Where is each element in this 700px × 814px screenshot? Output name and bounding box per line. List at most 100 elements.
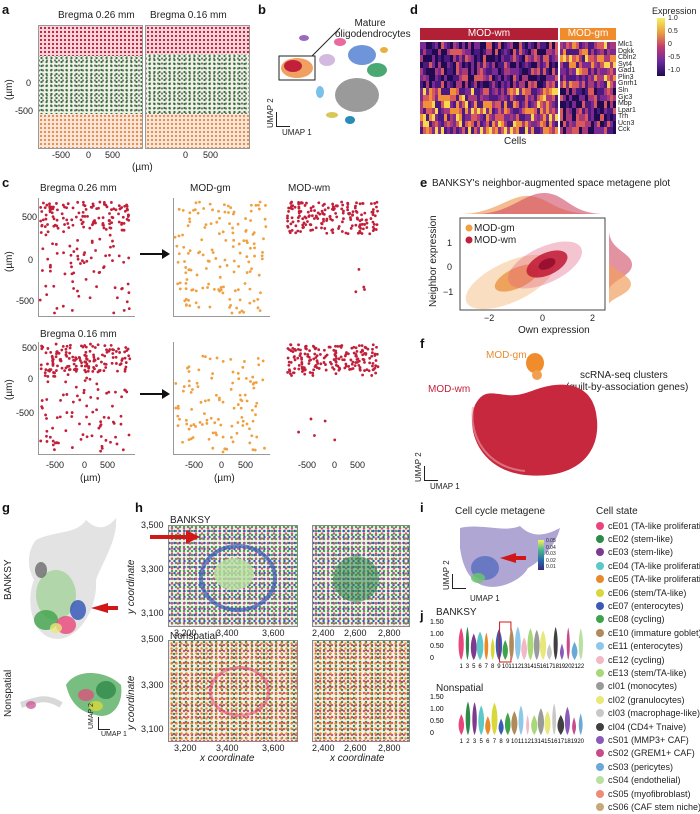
legend-label: cE01 (TA-like proliferation)	[608, 520, 700, 531]
heatmap-cell	[555, 127, 559, 135]
heatmap-cell	[588, 55, 592, 62]
wm-cell	[82, 261, 86, 265]
heatmap-cell	[438, 101, 442, 108]
heatmap-cell	[537, 107, 541, 115]
colorbar-title: Expression	[652, 6, 697, 16]
wm-cell	[314, 346, 318, 350]
wm-cell	[39, 219, 43, 223]
heatmap-cell	[566, 101, 570, 108]
gm-cell	[219, 288, 223, 292]
heatmap-cell	[516, 55, 520, 62]
wm-cell	[302, 221, 306, 225]
panel-c-xlabel: (µm)	[80, 473, 101, 484]
heatmap-cell	[426, 88, 430, 95]
wm-cell	[52, 217, 56, 221]
wm-cell	[62, 251, 65, 255]
heatmap-cell	[456, 107, 460, 115]
heatmap-cell	[429, 94, 433, 102]
heatmap-cell	[588, 107, 592, 115]
heatmap-cell	[501, 48, 505, 56]
heatmap-cell	[603, 55, 607, 62]
wm-cell	[350, 224, 354, 228]
heatmap-cell	[555, 120, 559, 128]
gm-cell	[238, 311, 242, 314]
heatmap-cell	[480, 55, 484, 62]
gm-cell	[253, 246, 256, 250]
wm-cell	[68, 244, 72, 248]
gene-label: Syt4	[618, 60, 633, 68]
heatmap-cell	[501, 101, 505, 108]
heatmap-cell	[519, 55, 523, 62]
wm-cell	[78, 359, 82, 362]
violin	[553, 626, 558, 660]
heatmap-cell	[525, 101, 529, 108]
heatmap-cell	[504, 94, 508, 102]
heatmap-cell	[540, 107, 544, 115]
heatmap-cell	[516, 81, 520, 89]
heatmap-cell	[483, 107, 487, 115]
heatmap-cell	[525, 88, 529, 95]
wm-cell	[357, 267, 361, 271]
heatmap-cell	[522, 42, 526, 49]
heatmap-cell	[447, 42, 451, 49]
wm-cell	[117, 204, 121, 208]
gm-cell	[178, 417, 181, 421]
heatmap-cell	[522, 107, 526, 115]
heatmap-cell	[429, 114, 433, 122]
gm-cell	[177, 234, 181, 238]
panel-h-xtick: 2,800	[378, 743, 401, 753]
heatmap-cell	[597, 120, 601, 128]
heatmap-cell	[546, 120, 550, 128]
wm-cell	[363, 360, 366, 364]
violin	[476, 631, 484, 660]
legend-swatch	[596, 709, 604, 718]
wm-cell	[41, 269, 44, 272]
wm-cell	[371, 220, 375, 224]
gm-cell	[195, 273, 199, 277]
heatmap-cell	[474, 120, 478, 128]
wm-cell	[328, 215, 332, 218]
wm-cell	[309, 209, 313, 213]
heatmap-cell	[438, 114, 442, 122]
wm-cell	[55, 306, 59, 310]
wm-cell	[39, 363, 43, 367]
heatmap-cell	[477, 88, 481, 95]
heatmap-cell	[426, 48, 430, 56]
wm-cell	[317, 201, 321, 205]
heatmap-cell	[540, 101, 544, 108]
heatmap-cell	[540, 94, 544, 102]
gm-cell	[247, 260, 251, 264]
heatmap-group-wm: MOD-wm	[420, 28, 558, 40]
wm-cell	[111, 259, 114, 263]
heatmap-cell	[531, 74, 535, 82]
heatmap-cell	[552, 81, 556, 89]
wm-cell	[370, 210, 374, 214]
wm-cell	[44, 351, 48, 355]
wm-cell	[289, 349, 293, 353]
heatmap-cell	[486, 107, 490, 115]
heatmap-cell	[528, 107, 532, 115]
violin-xtick: 2	[466, 739, 470, 745]
gm-cell	[244, 229, 248, 233]
wm-cell	[128, 357, 132, 361]
heatmap-cell	[552, 74, 556, 82]
violin-xtick: 13	[531, 739, 538, 745]
heatmap-cell	[597, 127, 601, 135]
heatmap-cell	[546, 94, 550, 102]
panel-c-xtick: 0	[82, 460, 88, 470]
heatmap-cell	[483, 81, 487, 89]
heatmap-cell	[563, 55, 567, 62]
heatmap-cell	[581, 42, 586, 49]
wm-cell	[70, 446, 74, 449]
wm-cell	[347, 352, 350, 356]
wm-cell	[40, 347, 44, 351]
wm-cell	[123, 356, 127, 360]
heatmap-cell	[459, 48, 463, 56]
heatmap-cell	[450, 107, 454, 115]
panel-c-row1-spatial	[38, 200, 379, 315]
heatmap-cell	[572, 74, 576, 82]
wm-cell	[289, 201, 293, 205]
heatmap-cell	[495, 88, 499, 95]
heatmap-cell	[563, 88, 567, 95]
colorbar-tick: -0.5	[668, 54, 681, 61]
